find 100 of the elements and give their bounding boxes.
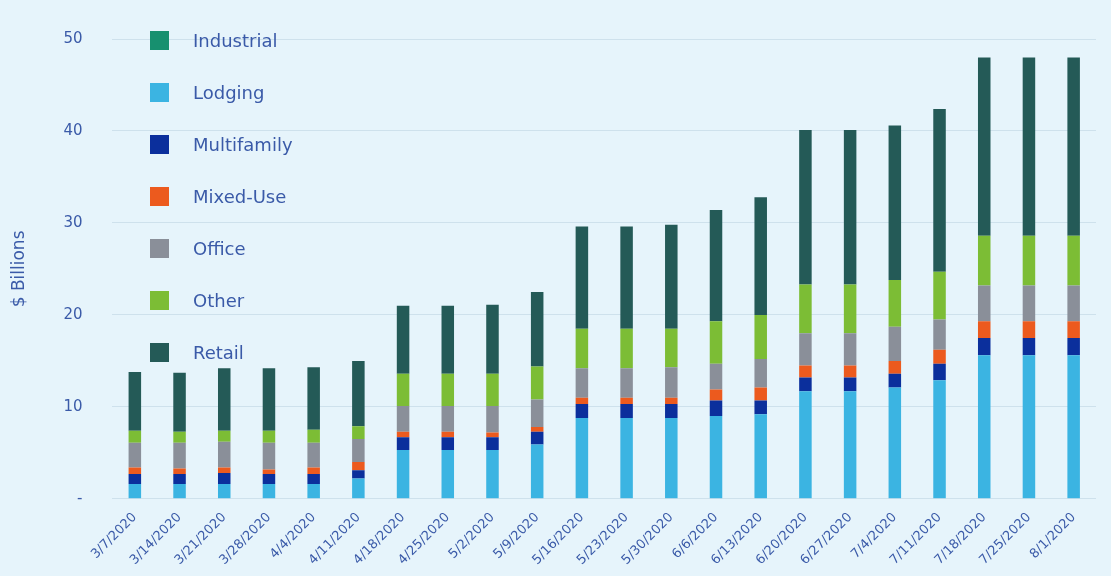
bar (173, 468, 186, 475)
bar (843, 284, 857, 334)
bar (888, 326, 902, 361)
bar (843, 130, 857, 285)
bar (396, 450, 410, 499)
bar (888, 279, 902, 327)
bar (217, 430, 231, 442)
bar (262, 430, 276, 443)
bar (754, 400, 767, 415)
bar (396, 437, 410, 451)
bar (1022, 235, 1036, 286)
bar (307, 467, 320, 475)
bar (530, 427, 544, 432)
y-tick-label: 30 (63, 212, 83, 231)
bar (352, 360, 365, 427)
bar (530, 444, 544, 499)
bar (486, 437, 499, 451)
bar (933, 108, 946, 272)
bar (307, 474, 320, 485)
bar (665, 224, 678, 329)
bar (530, 366, 544, 400)
bar (799, 284, 812, 334)
y-tick-label: - (77, 488, 83, 507)
bar (933, 271, 946, 320)
bar (933, 380, 946, 499)
bar (217, 368, 231, 431)
bar (441, 305, 455, 374)
bar (665, 328, 678, 368)
bar (888, 387, 902, 499)
bar (665, 417, 678, 499)
bar (977, 321, 991, 338)
bar (977, 285, 991, 322)
bar (665, 397, 678, 405)
bar (620, 368, 633, 398)
bar (709, 400, 723, 417)
legend-label: Mixed-Use (193, 185, 287, 207)
bar (843, 333, 857, 366)
bar (396, 373, 410, 406)
bar (486, 405, 499, 433)
y-tick-label: 40 (63, 120, 83, 139)
legend-label: Retail (193, 341, 244, 363)
bar (486, 373, 499, 406)
bar (843, 365, 857, 378)
bar (1067, 57, 1080, 236)
bar (799, 377, 812, 392)
bar (843, 377, 857, 392)
bar (709, 210, 723, 322)
bar (352, 478, 365, 499)
bar (128, 371, 142, 431)
bar (262, 474, 276, 485)
bar (709, 389, 723, 401)
legend-label: Office (193, 237, 246, 259)
bar (575, 404, 589, 418)
bar (620, 417, 633, 499)
bar (888, 360, 902, 374)
bar (709, 416, 723, 499)
bar (217, 484, 231, 499)
legend-label: Other (193, 289, 245, 311)
bar (173, 474, 186, 485)
bar (620, 328, 633, 369)
legend-label: Lodging (193, 81, 265, 103)
bar (1022, 337, 1036, 356)
bar (530, 431, 544, 445)
bar (1022, 321, 1036, 338)
bar (128, 474, 142, 485)
bar (173, 484, 186, 499)
bar (173, 442, 186, 469)
bar (441, 373, 455, 406)
bar (262, 469, 276, 475)
bar (128, 442, 142, 468)
bar (262, 484, 276, 499)
bar (977, 235, 991, 286)
bar (396, 405, 410, 432)
bar (1022, 285, 1036, 322)
legend-label: Multifamily (193, 133, 293, 155)
bar (1067, 235, 1080, 286)
bar (1067, 355, 1080, 499)
bar (709, 321, 723, 364)
bar (530, 399, 544, 428)
bar (933, 363, 946, 381)
bar (1022, 355, 1036, 499)
bar (173, 431, 186, 443)
bar (620, 404, 633, 418)
bar (1067, 321, 1080, 338)
bar (307, 442, 320, 468)
bar (1067, 337, 1080, 356)
y-tick-label: 10 (63, 396, 83, 415)
bar (352, 426, 365, 440)
bar (933, 349, 946, 364)
bar (217, 473, 231, 485)
bar (799, 391, 812, 499)
bar (307, 429, 320, 443)
bar (977, 355, 991, 499)
bar (217, 441, 231, 468)
legend-label: Industrial (193, 29, 278, 51)
bar (1067, 285, 1080, 322)
bar (352, 470, 365, 479)
bar (799, 333, 812, 366)
bar (754, 414, 767, 499)
bar (1022, 57, 1036, 236)
